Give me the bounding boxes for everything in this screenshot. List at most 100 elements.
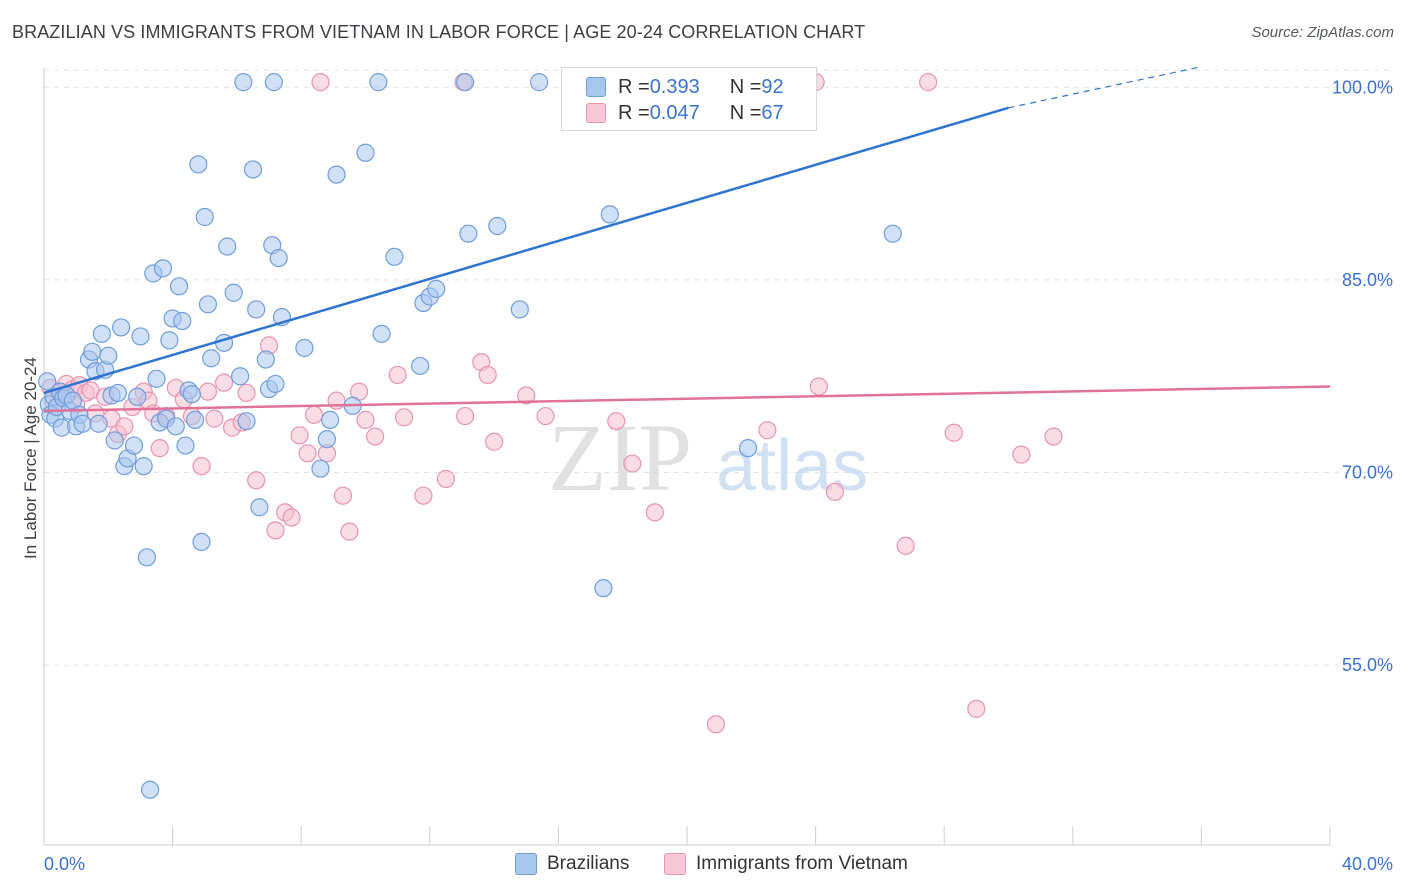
vietnam-point	[333, 486, 353, 505]
brazilian-point	[427, 279, 446, 298]
vietnam-point	[967, 699, 986, 718]
brazilian-point	[186, 410, 205, 429]
brazilian-point	[108, 383, 128, 403]
legend-r-label: R =	[618, 101, 650, 124]
vietnam-point	[485, 432, 504, 451]
vietnam-point	[809, 377, 828, 396]
brazilian-point	[321, 410, 340, 429]
brazilian-point	[202, 349, 221, 368]
brazilian-point	[218, 237, 237, 256]
x-tick-label: 40.0%	[1342, 854, 1393, 874]
chart-title: BRAZILIAN VS IMMIGRANTS FROM VIETNAM IN …	[12, 22, 866, 42]
brazilian-point	[83, 342, 102, 361]
legend-r-label: R =	[618, 75, 650, 98]
bottom-legend-swatch-pink	[664, 853, 686, 875]
brazilian-point	[176, 436, 195, 455]
brazilian-point	[269, 248, 288, 268]
vietnam-point	[825, 482, 844, 501]
vietnam-point	[944, 423, 963, 442]
brazilian-point	[510, 300, 529, 319]
source-label: Source: ZipAtlas.com	[1251, 24, 1394, 41]
legend-n-label: N =	[729, 75, 762, 98]
vietnam-point	[607, 412, 626, 431]
brazilian-point	[38, 372, 57, 391]
watermark-atlas: atlas	[716, 426, 868, 506]
vietnam-point	[1012, 445, 1031, 464]
y-tick-label: 100.0%	[1332, 77, 1393, 97]
legend-n-value: 92	[761, 75, 784, 98]
vietnam-point	[414, 486, 433, 505]
brazilian-point	[411, 356, 430, 376]
brazilian-point	[173, 311, 192, 331]
brazilian-point	[189, 155, 208, 174]
brazilian-trendline	[43, 106, 1009, 395]
y-tick-label: 70.0%	[1342, 463, 1393, 483]
vietnam-point	[214, 373, 234, 392]
brazilian-point	[124, 436, 144, 455]
brazilian-point	[264, 73, 283, 92]
legend-r-value: 0.047	[649, 101, 700, 124]
brazilian-point	[594, 579, 613, 598]
legend-row-vietnam: R = 0.047 N = 67	[586, 101, 784, 125]
brazilian-point	[160, 331, 179, 350]
legend-swatch-pink	[586, 103, 606, 123]
brazilian-point	[147, 369, 166, 388]
vietnam-point	[247, 471, 266, 490]
brazilian-point	[137, 548, 156, 567]
axes-layer	[43, 68, 1331, 846]
brazilian-point	[883, 224, 902, 243]
legend-n-label: N =	[729, 101, 762, 124]
bottom-legend-brazilians: Brazilians	[515, 851, 629, 877]
brazilian-point	[195, 207, 214, 227]
vietnam-point	[478, 365, 497, 385]
y-tick-label: 55.0%	[1342, 655, 1393, 675]
vietnam-point	[388, 365, 407, 385]
trend-layer	[43, 66, 1331, 413]
brazilian-point	[169, 277, 189, 296]
brazilian-point	[112, 318, 131, 337]
vietnam-trendline	[43, 385, 1331, 413]
vietnam-point	[706, 715, 726, 734]
grid-layer	[44, 69, 1392, 666]
bottom-legend-swatch-blue	[515, 853, 537, 875]
brazilian-point	[131, 327, 150, 346]
brazilian-point	[738, 439, 758, 458]
brazilian-point	[237, 412, 256, 431]
brazilian-point	[92, 324, 111, 343]
vietnam-point	[311, 73, 330, 92]
vietnam-point	[896, 536, 915, 555]
brazilian-point	[224, 283, 243, 302]
brazilian-point	[256, 350, 275, 369]
vietnam-point	[150, 439, 169, 458]
legend-n-value: 67	[761, 101, 784, 124]
bottom-legend-label: Immigrants from Vietnam	[696, 853, 908, 874]
watermark: ZIP atlas	[548, 404, 868, 511]
vietnam-point	[517, 386, 536, 405]
brazilian-point	[99, 346, 118, 365]
y-axis-label: In Labor Force | Age 20-24	[21, 357, 40, 559]
brazilian-point	[231, 367, 250, 386]
brazilian-point	[234, 73, 253, 92]
brazilian-point	[182, 385, 201, 404]
vietnam-point	[645, 503, 664, 522]
vietnam-point	[115, 417, 134, 436]
brazilian-point	[311, 459, 330, 478]
brazilian-point	[327, 165, 346, 184]
brazilian-point	[128, 387, 147, 406]
vietnam-point	[536, 406, 555, 426]
correlation-legend: R = 0.393 N = 92 R = 0.047 N = 67	[561, 67, 817, 131]
brazilian-point	[243, 160, 263, 179]
brazilian-point	[153, 259, 173, 278]
vietnam-point	[205, 409, 224, 428]
legend-r-value: 0.393	[649, 75, 700, 98]
legend-row-brazilians: R = 0.393 N = 92	[586, 75, 784, 99]
vietnam-point	[237, 383, 256, 403]
brazilian-point	[456, 73, 475, 92]
brazilian-point	[250, 498, 269, 517]
vietnam-point	[298, 444, 317, 463]
brazilian-point	[198, 295, 218, 314]
y-tick-label: 85.0%	[1342, 270, 1393, 290]
vietnam-point	[1044, 427, 1063, 446]
vietnam-point	[266, 521, 285, 540]
vietnam-point	[282, 508, 301, 527]
